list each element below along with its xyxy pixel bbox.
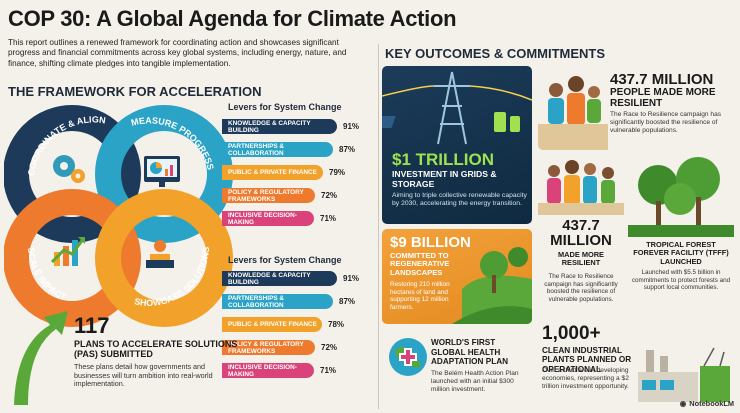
industrial-plants-card: 1,000+ CLEAN INDUSTRIAL PLANTS PLANNED O… — [538, 322, 734, 410]
health-plan-description: The Belém Health Action Plan launched wi… — [431, 370, 519, 393]
lever-percent: 87% — [339, 297, 356, 306]
landscapes-description: Restoring 210 million hectares of land a… — [390, 281, 450, 311]
lever-bar: PARTNERSHIPS & COLLABORATION — [222, 142, 333, 157]
resilience-top-label: PEOPLE MADE MORE RESILIENT — [610, 87, 716, 109]
lever-bar: KNOWLEDGE & CAPACITY BUILDING — [222, 119, 337, 134]
health-plan-card: WORLD'S FIRST GLOBAL HEALTH ADAPTATION P… — [385, 330, 535, 408]
resilience-top-card: 437.7 MILLION PEOPLE MADE MORE RESILIENT… — [538, 66, 734, 150]
cycle-ring-teal — [95, 105, 233, 243]
landscapes-label: COMMITTED TO REGENERATIVE LANDSCAPES — [390, 251, 450, 277]
outcomes-heading: KEY OUTCOMES & COMMITMENTS — [385, 46, 606, 61]
forest-facility-label: TROPICAL FOREST FOREVER FACILITY (TFFF) … — [633, 240, 729, 266]
upward-arrow-icon — [14, 311, 68, 405]
framework-cycle-diagram: COORDINATE & ALIGN MEASURE PROGRESS SCAL… — [4, 105, 233, 327]
lever-percent: 79% — [329, 168, 346, 177]
power-tower-icon — [382, 71, 532, 145]
industrial-plants-label: CLEAN INDUSTRIAL PLANTS PLANNED OR OPERA… — [542, 346, 632, 374]
gears-icon — [53, 155, 85, 183]
lever-bar: PUBLIC & PRIVATE FINANCE — [222, 165, 323, 180]
tropical-forest-icon — [628, 157, 734, 237]
lever-bar: POLICY & REGULATORY FRAMEWORKS — [222, 188, 315, 203]
pas-label: PLANS TO ACCELERATE SOLUTIONS (PAS) SUBM… — [74, 339, 238, 359]
resilience-mid-description: The Race to Resilience campaign has sign… — [544, 273, 618, 303]
lever-percent: 72% — [321, 191, 338, 200]
brand-name: NotebookLM — [689, 399, 734, 408]
brand-badge: ◉ NotebookLM — [680, 399, 734, 408]
group-people-icon — [538, 160, 624, 215]
growth-chart-icon — [50, 237, 86, 266]
notebooklm-logo-icon: ◉ — [679, 399, 687, 408]
framework-heading: THE FRAMEWORK FOR ACCELERATION — [8, 84, 262, 99]
forest-facility-card: TROPICAL FOREST FOREVER FACILITY (TFFF) … — [628, 155, 734, 325]
pas-block: 117 PLANS TO ACCELERATE SOLUTIONS (PAS) … — [74, 315, 239, 389]
lever-percent: 78% — [328, 320, 345, 329]
lever-set-title: Levers for System Change — [228, 255, 342, 265]
forest-facility-description: Launched with $5.5 billion in commitment… — [631, 269, 731, 292]
intro-paragraph: This report outlines a renewed framework… — [8, 38, 347, 68]
landscape-illustration — [452, 247, 532, 324]
cycle-ring-orange — [4, 189, 141, 327]
lever-percent: 91% — [343, 122, 360, 131]
lever-set-title: Levers for System Change — [228, 102, 342, 112]
lever-percent: 71% — [320, 366, 337, 375]
lever-percent: 87% — [339, 145, 356, 154]
resilience-mid-label: MADE MORE RESILIENT — [558, 250, 604, 268]
lever-percent: 72% — [321, 343, 338, 352]
lever-percent: 91% — [343, 274, 360, 283]
cycle-ring-gold — [95, 189, 233, 327]
showcase-podium-icon — [146, 240, 174, 268]
grid-description: Aiming to triple collective renewable ca… — [392, 192, 527, 207]
health-plan-label: WORLD'S FIRST GLOBAL HEALTH ADAPTATION P… — [431, 338, 509, 367]
lever-bar: INCLUSIVE DECISION-MAKING — [222, 211, 314, 226]
cycle-ring-navy — [4, 105, 141, 243]
lever-bar: POLICY & REGULATORY FRAMEWORKS — [222, 340, 315, 355]
community-people-icon — [538, 76, 608, 150]
lever-bar: PARTNERSHIPS & COLLABORATION — [222, 294, 333, 309]
resilience-mid-amount: 437.7 MILLION — [550, 217, 612, 249]
lever-percent: 71% — [320, 214, 337, 223]
lever-bar: PUBLIC & PRIVATE FINANCE — [222, 317, 322, 332]
resilience-mid-card: 437.7 MILLION MADE MORE RESILIENT The Ra… — [538, 155, 624, 325]
grid-amount: $1 TRILLION — [392, 150, 495, 169]
lever-bar: KNOWLEDGE & CAPACITY BUILDING — [222, 271, 337, 286]
landscapes-card: $9 BILLION COMMITTED TO REGENERATIVE LAN… — [382, 229, 532, 324]
page-title: COP 30: A Global Agenda for Climate Acti… — [8, 6, 457, 31]
dashboard-monitor-icon — [144, 156, 180, 187]
grid-investment-card: $1 TRILLION INVESTMENT IN GRIDS & STORAG… — [382, 66, 532, 224]
grid-label: INVESTMENT IN GRIDS & STORAGE — [392, 169, 497, 189]
industrial-plants-amount: 1,000+ — [542, 323, 601, 344]
resilience-top-amount: 437.7 MILLION — [610, 71, 714, 88]
industrial-plants-description: Over a third are in developing economies… — [542, 367, 629, 390]
lever-bar: INCLUSIVE DECISION-MAKING — [222, 363, 314, 378]
globe-health-icon — [389, 338, 427, 376]
pas-number: 117 — [74, 313, 110, 338]
landscapes-amount: $9 BILLION — [390, 234, 471, 251]
pas-description: These plans detail how governments and b… — [74, 362, 213, 389]
resilience-top-description: The Race to Resilience campaign has sign… — [610, 111, 722, 134]
divider — [378, 44, 379, 409]
clean-factory-icon — [638, 347, 730, 402]
